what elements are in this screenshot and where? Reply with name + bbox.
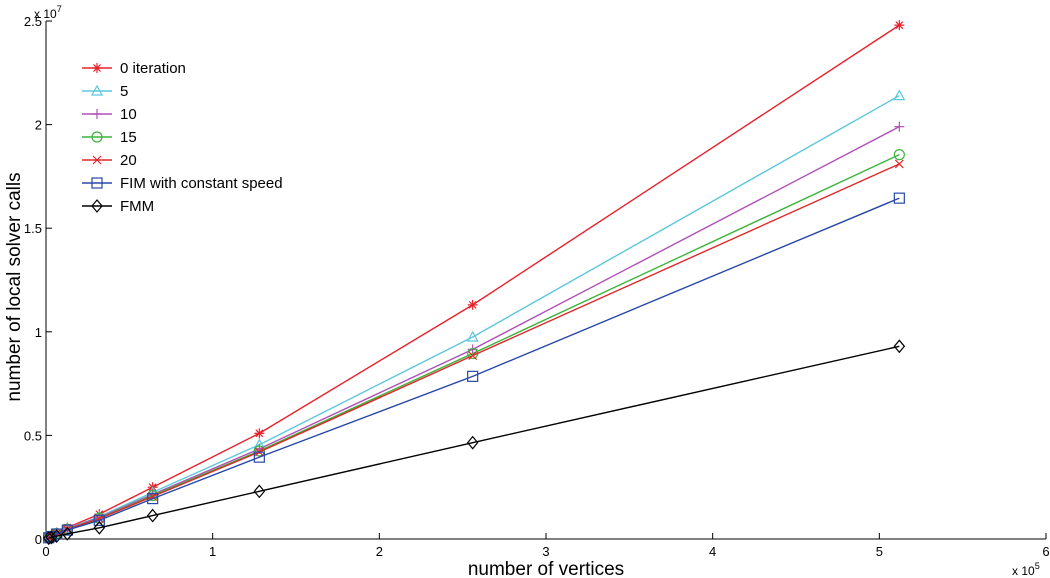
legend-item: 10: [82, 106, 137, 123]
data-point: [893, 192, 905, 204]
x-tick-label: 5: [876, 544, 883, 559]
data-point: [146, 508, 159, 523]
y-tick-label: 2: [35, 118, 42, 133]
legend-marker: [91, 199, 103, 213]
x-tick-label: 2: [376, 544, 383, 559]
legend-marker: [92, 155, 102, 165]
data-point: [466, 435, 479, 450]
legend-label: 0 iteration: [120, 60, 186, 77]
data-point: [893, 89, 906, 101]
data-point: [254, 428, 265, 439]
x-tick-label: 4: [709, 544, 716, 559]
legend: 0 iteration 5 10 15 20 FIM with constant spee…: [82, 60, 283, 215]
series-2: [42, 89, 906, 543]
series-line: [48, 94, 900, 539]
series-line: [48, 154, 900, 539]
legend-item: 0 iteration: [82, 60, 186, 77]
legend-marker: [91, 177, 103, 189]
legend-label: 10: [120, 106, 137, 123]
data-point: [147, 492, 159, 505]
data-point: [61, 524, 73, 536]
axes: 0 1 2 3 4 5 6 0 0.5 1 1.5 2 2.5: [24, 14, 1050, 559]
data-point: [466, 330, 479, 342]
legend-item: 20: [82, 152, 137, 169]
data-point: [253, 451, 265, 463]
data-point: [93, 514, 105, 526]
y-tick-label: 2.5: [24, 14, 42, 29]
data-point: [51, 528, 63, 540]
series-line: [48, 24, 900, 538]
legend-label: FMM: [120, 198, 154, 215]
data-point: [468, 351, 478, 361]
x-multiplier-base: x 10: [1012, 564, 1035, 578]
data-point: [61, 526, 74, 541]
series-5: [44, 159, 904, 542]
legend-item: 15: [82, 129, 137, 146]
series-7: [42, 339, 906, 546]
x-tick-label: 6: [1042, 544, 1049, 559]
y-tick-label: 1: [35, 325, 42, 340]
legend-marker: [91, 131, 103, 143]
data-point: [467, 299, 478, 310]
data-point: [894, 121, 905, 132]
series-layer: [42, 20, 906, 546]
x-axis-label: number of vertices: [468, 559, 624, 578]
data-point: [893, 149, 905, 161]
x-multiplier-label: x 105: [1012, 561, 1040, 578]
x-multiplier-exp: 5: [1035, 561, 1040, 571]
data-point: [894, 20, 905, 31]
series-1: [43, 20, 905, 543]
y-multiplier-label: x 107: [34, 4, 62, 21]
data-point: [894, 159, 904, 169]
data-point: [45, 530, 58, 545]
legend-item: 5: [82, 83, 128, 100]
y-axis-label: number of local solver calls: [4, 172, 25, 401]
y-tick-label: 0.5: [24, 428, 42, 443]
legend-label: 5: [120, 83, 128, 100]
x-tick-label: 0: [42, 544, 49, 559]
data-point: [467, 370, 479, 382]
y-multiplier-base: x 10: [34, 7, 57, 21]
y-tick-label: 1.5: [24, 221, 42, 236]
legend-item: FMM: [82, 198, 154, 215]
series-6: [43, 192, 905, 544]
x-tick-label: 3: [542, 544, 549, 559]
data-point: [253, 445, 265, 457]
legend-label: FIM with constant speed: [120, 175, 283, 192]
y-tick-label: 0: [35, 532, 42, 547]
data-point: [50, 529, 63, 544]
data-point: [253, 484, 266, 499]
data-point: [893, 339, 906, 354]
x-tick-label: 1: [209, 544, 216, 559]
y-multiplier-exp: 7: [57, 4, 62, 14]
legend-marker: [92, 109, 102, 119]
legend-label: 20: [120, 152, 137, 169]
data-point: [93, 520, 106, 535]
legend-marker: [90, 84, 104, 96]
legend-marker: [92, 63, 102, 73]
legend-label: 15: [120, 129, 137, 146]
legend-item: FIM with constant speed: [82, 175, 283, 192]
